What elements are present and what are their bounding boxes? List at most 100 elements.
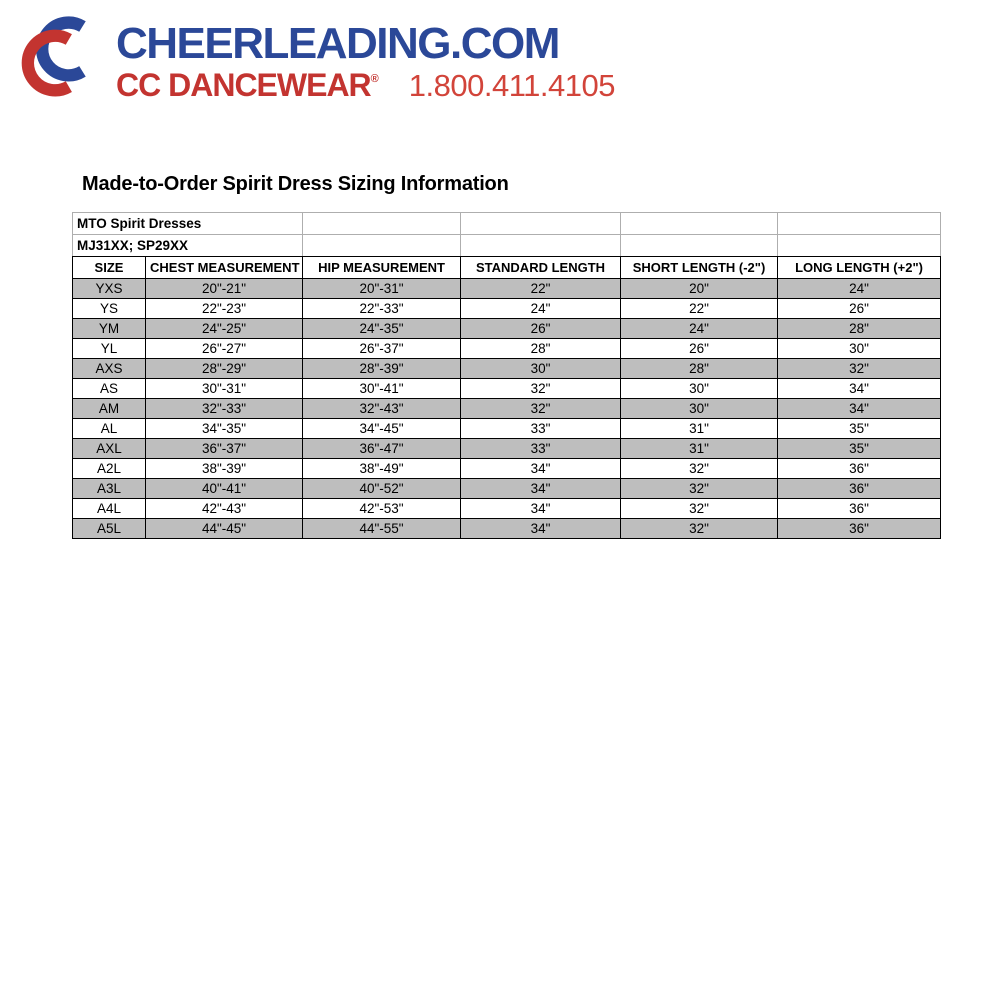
hip-measurement-cell: 38"-49" xyxy=(302,458,462,479)
short-length-cell: 31" xyxy=(620,418,779,439)
hip-measurement-cell: 22"-33" xyxy=(302,298,462,319)
table-row: A3L 40"-41" 40"-52" 34" 32" 36" xyxy=(72,478,942,499)
logo-text: CHEERLEADING.COM CC DANCEWEAR ® 1.800.411… xyxy=(116,12,615,104)
size-cell: A3L xyxy=(72,478,146,499)
empty-cell xyxy=(777,212,942,235)
long-length-cell: 36" xyxy=(777,518,942,539)
size-cell: YM xyxy=(72,318,146,339)
table-row: AS 30"-31" 30"-41" 32" 30" 34" xyxy=(72,378,942,399)
brand-name: CHEERLEADING.COM xyxy=(116,19,560,68)
hip-measurement-cell: 24"-35" xyxy=(302,318,462,339)
long-length-cell: 35" xyxy=(777,438,942,459)
chest-measurement-cell: 26"-27" xyxy=(144,338,304,359)
size-cell: AS xyxy=(72,378,146,399)
short-length-cell: 30" xyxy=(620,398,779,419)
short-length-cell: 20" xyxy=(620,278,779,299)
standard-length-cell: 34" xyxy=(460,458,622,479)
sub-brand-name: CC DANCEWEAR xyxy=(116,67,372,103)
empty-cell xyxy=(620,234,779,257)
table-row: AXL 36"-37" 36"-47" 33" 31" 35" xyxy=(72,438,942,459)
table-header-row: SIZE CHEST MEASUREMENT HIP MEASUREMENT S… xyxy=(72,256,942,279)
table-row: YL 26"-27" 26"-37" 28" 26" 30" xyxy=(72,338,942,359)
hip-measurement-cell: 44"-55" xyxy=(302,518,462,539)
empty-cell xyxy=(777,234,942,257)
size-cell: AL xyxy=(72,418,146,439)
long-length-cell: 36" xyxy=(777,458,942,479)
long-length-cell: 34" xyxy=(777,398,942,419)
long-length-cell: 24" xyxy=(777,278,942,299)
long-length-cell: 35" xyxy=(777,418,942,439)
short-length-cell: 24" xyxy=(620,318,779,339)
standard-length-cell: 22" xyxy=(460,278,622,299)
chest-measurement-cell: 40"-41" xyxy=(144,478,304,499)
hip-measurement-cell: 40"-52" xyxy=(302,478,462,499)
short-length-cell: 28" xyxy=(620,358,779,379)
hip-measurement-cell: 42"-53" xyxy=(302,498,462,519)
hip-measurement-cell: 28"-39" xyxy=(302,358,462,379)
standard-length-cell: 32" xyxy=(460,378,622,399)
long-length-cell: 32" xyxy=(777,358,942,379)
standard-length-cell: 34" xyxy=(460,498,622,519)
table-row: YS 22"-23" 22"-33" 24" 22" 26" xyxy=(72,298,942,319)
style-numbers-cell: MJ31XX; SP29XX xyxy=(71,234,304,257)
col-header-size: SIZE xyxy=(72,256,146,279)
long-length-cell: 34" xyxy=(777,378,942,399)
table-row: A4L 42"-43" 42"-53" 34" 32" 36" xyxy=(72,498,942,519)
hip-measurement-cell: 36"-47" xyxy=(302,438,462,459)
table-row: A2L 38"-39" 38"-49" 34" 32" 36" xyxy=(72,458,942,479)
phone-number: 1.800.411.4105 xyxy=(408,68,616,103)
chest-measurement-cell: 28"-29" xyxy=(144,358,304,379)
size-cell: A2L xyxy=(72,458,146,479)
collection-name-cell: MTO Spirit Dresses xyxy=(71,212,304,235)
long-length-cell: 36" xyxy=(777,498,942,519)
short-length-cell: 26" xyxy=(620,338,779,359)
chest-measurement-cell: 44"-45" xyxy=(144,518,304,539)
hip-measurement-cell: 32"-43" xyxy=(302,398,462,419)
long-length-cell: 30" xyxy=(777,338,942,359)
size-cell: AXS xyxy=(72,358,146,379)
table-row: A5L 44"-45" 44"-55" 34" 32" 36" xyxy=(72,518,942,539)
sizing-table: MTO Spirit Dresses MJ31XX; SP29XX SIZE C… xyxy=(71,212,942,539)
standard-length-cell: 30" xyxy=(460,358,622,379)
cc-logo-icon xyxy=(21,16,86,97)
short-length-cell: 32" xyxy=(620,478,779,499)
chest-measurement-cell: 34"-35" xyxy=(144,418,304,439)
standard-length-cell: 26" xyxy=(460,318,622,339)
short-length-cell: 22" xyxy=(620,298,779,319)
table-pre-row-styles: MJ31XX; SP29XX xyxy=(71,234,942,257)
chest-measurement-cell: 32"-33" xyxy=(144,398,304,419)
table-row: YM 24"-25" 24"-35" 26" 24" 28" xyxy=(72,318,942,339)
long-length-cell: 36" xyxy=(777,478,942,499)
short-length-cell: 32" xyxy=(620,518,779,539)
standard-length-cell: 33" xyxy=(460,418,622,439)
chest-measurement-cell: 36"-37" xyxy=(144,438,304,459)
size-cell: YXS xyxy=(72,278,146,299)
col-header-standard-length: STANDARD LENGTH xyxy=(460,256,622,279)
col-header-short-length: SHORT LENGTH (-2") xyxy=(620,256,779,279)
empty-cell xyxy=(620,212,779,235)
short-length-cell: 32" xyxy=(620,498,779,519)
chest-measurement-cell: 22"-23" xyxy=(144,298,304,319)
short-length-cell: 31" xyxy=(620,438,779,459)
standard-length-cell: 32" xyxy=(460,398,622,419)
standard-length-cell: 24" xyxy=(460,298,622,319)
hip-measurement-cell: 30"-41" xyxy=(302,378,462,399)
sizing-table-body: YXS 20"-21" 20"-31" 22" 20" 24" YS 22"-2… xyxy=(72,278,942,539)
standard-length-cell: 34" xyxy=(460,478,622,499)
size-cell: A5L xyxy=(72,518,146,539)
table-row: YXS 20"-21" 20"-31" 22" 20" 24" xyxy=(72,278,942,299)
logo-subline: CC DANCEWEAR ® 1.800.411.4105 xyxy=(116,67,615,104)
registered-mark: ® xyxy=(370,73,379,85)
empty-cell xyxy=(302,234,462,257)
standard-length-cell: 28" xyxy=(460,338,622,359)
empty-cell xyxy=(460,234,622,257)
site-logo: CHEERLEADING.COM CC DANCEWEAR ® 1.800.411… xyxy=(20,12,615,104)
col-header-long-length: LONG LENGTH (+2") xyxy=(777,256,942,279)
hip-measurement-cell: 34"-45" xyxy=(302,418,462,439)
chest-measurement-cell: 20"-21" xyxy=(144,278,304,299)
chest-measurement-cell: 30"-31" xyxy=(144,378,304,399)
table-row: AM 32"-33" 32"-43" 32" 30" 34" xyxy=(72,398,942,419)
short-length-cell: 30" xyxy=(620,378,779,399)
short-length-cell: 32" xyxy=(620,458,779,479)
